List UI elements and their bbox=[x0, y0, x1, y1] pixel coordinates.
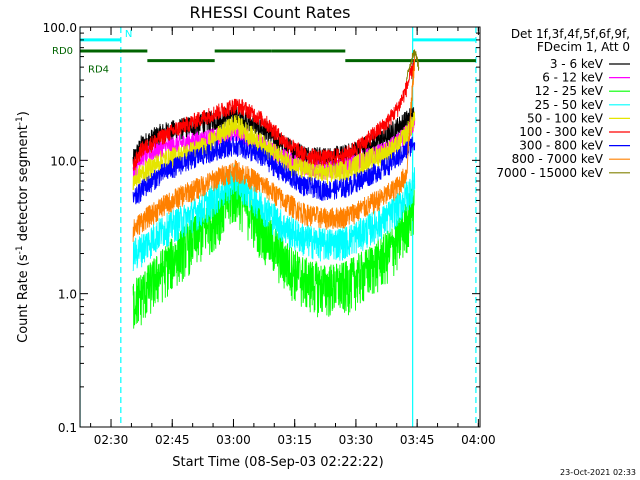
series-line-4 bbox=[132, 111, 416, 191]
x-axis-label: Start Time (08-Sep-03 02:22:22) bbox=[172, 455, 383, 470]
legend-label-6: 300 - 800 keV bbox=[519, 139, 603, 153]
series-line-2 bbox=[132, 172, 416, 329]
state-bar-label-0: N bbox=[125, 29, 132, 40]
y-tick-label-0: 0.1 bbox=[58, 421, 77, 435]
legend-label-5: 100 - 300 keV bbox=[519, 125, 603, 139]
x-tick-label-3: 03:15 bbox=[277, 433, 312, 447]
x-tick-label-5: 03:45 bbox=[400, 433, 435, 447]
y-tick-label-2: 10.0 bbox=[50, 154, 77, 168]
state-bar-label-3: RD4 bbox=[88, 65, 109, 76]
legend-label-2: 12 - 25 keV bbox=[535, 84, 604, 98]
y-axis-label: Count Rate (s-1 detector segment-1) bbox=[15, 111, 31, 343]
x-tick-label-6: 04:00 bbox=[461, 433, 496, 447]
y-tick-label-3: 100.0 bbox=[43, 21, 77, 35]
x-tick-label-0: 02:30 bbox=[94, 433, 129, 447]
legend-label-0: 3 - 6 keV bbox=[550, 57, 604, 71]
x-tick-label-1: 02:45 bbox=[155, 433, 190, 447]
legend-label-8: 7000 - 15000 keV bbox=[496, 166, 603, 180]
legend: Det 1f,3f,4f,5f,6f,9f, FDecim 1, Att 0 3… bbox=[496, 27, 630, 180]
y-tick-label-1: 1.0 bbox=[58, 288, 77, 302]
series-line-3 bbox=[132, 164, 416, 272]
legend-header-line-2: FDecim 1, Att 0 bbox=[537, 40, 630, 54]
y-label-part-3: ) bbox=[16, 111, 31, 116]
legend-label-4: 50 - 100 keV bbox=[527, 111, 604, 125]
legend-header-line-1: Det 1f,3f,4f,5f,6f,9f, bbox=[511, 27, 630, 41]
legend-label-1: 6 - 12 keV bbox=[542, 71, 604, 85]
x-tick-label-4: 03:30 bbox=[339, 433, 374, 447]
y-label-superscript-1: -1 bbox=[15, 245, 25, 254]
series-line-6 bbox=[132, 136, 416, 205]
chart-title: RHESSI Count Rates bbox=[190, 3, 351, 22]
legend-label-3: 25 - 50 keV bbox=[535, 98, 604, 112]
y-label-superscript-2: -1 bbox=[15, 116, 25, 125]
series-line-7 bbox=[132, 49, 416, 242]
series-line-5 bbox=[132, 54, 416, 171]
y-label-part-1: Count Rate (s bbox=[16, 254, 31, 343]
series-line-8 bbox=[406, 49, 420, 81]
x-tick-label-2: 03:00 bbox=[216, 433, 251, 447]
legend-label-7: 800 - 7000 keV bbox=[512, 152, 604, 166]
y-label-part-2: detector segment bbox=[16, 125, 31, 245]
plot-frame bbox=[79, 26, 481, 428]
timestamp: 23-Oct-2021 02:33 bbox=[560, 468, 636, 477]
state-bar-label-2: RD0 bbox=[52, 46, 73, 57]
